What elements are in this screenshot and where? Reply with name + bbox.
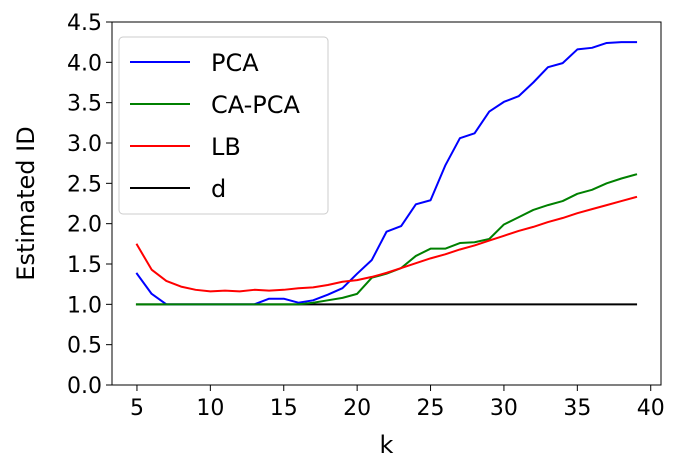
y-tick-label: 0.0 xyxy=(67,374,102,399)
legend-label-lb: LB xyxy=(211,133,241,161)
y-tick-label: 2.0 xyxy=(67,213,102,238)
y-tick-label: 0.5 xyxy=(67,334,102,359)
x-tick-label: 5 xyxy=(130,396,144,421)
x-tick-label: 20 xyxy=(343,396,371,421)
legend-frame xyxy=(118,36,329,215)
y-tick-label: 4.0 xyxy=(67,51,102,76)
x-tick-label: 25 xyxy=(417,396,445,421)
y-tick-label: 1.5 xyxy=(67,253,102,278)
y-tick-label: 3.5 xyxy=(67,92,102,117)
y-axis-label: Estimated ID xyxy=(12,126,40,280)
series-line-lb xyxy=(135,195,638,293)
x-tick-label: 40 xyxy=(637,396,665,421)
x-tick-label: 30 xyxy=(490,396,518,421)
legend-label-ca-pca: CA-PCA xyxy=(211,91,301,119)
legend-label-pca: PCA xyxy=(211,49,259,77)
y-axis-ticks: 0.0 0.5 1.0 1.5 2.0 2.5 3.0 3.5 4.0 4.5 xyxy=(67,11,112,399)
y-tick-label: 2.5 xyxy=(67,172,102,197)
y-tick-label: 3.0 xyxy=(67,132,102,157)
legend-label-d: d xyxy=(211,175,226,203)
series-layer xyxy=(135,41,638,306)
x-tick-label: 15 xyxy=(270,396,298,421)
y-tick-label: 1.0 xyxy=(67,293,102,318)
x-axis-ticks: 5 10 15 20 25 30 35 40 xyxy=(130,385,665,421)
x-axis-label: k xyxy=(380,431,394,459)
legend-items: PCA CA-PCA LB d xyxy=(130,49,301,203)
plot-frame xyxy=(111,21,662,386)
x-tick-label: 35 xyxy=(563,396,591,421)
x-tick-label: 10 xyxy=(196,396,224,421)
legend: PCA CA-PCA LB d xyxy=(118,36,329,215)
y-tick-label: 4.5 xyxy=(67,11,102,36)
